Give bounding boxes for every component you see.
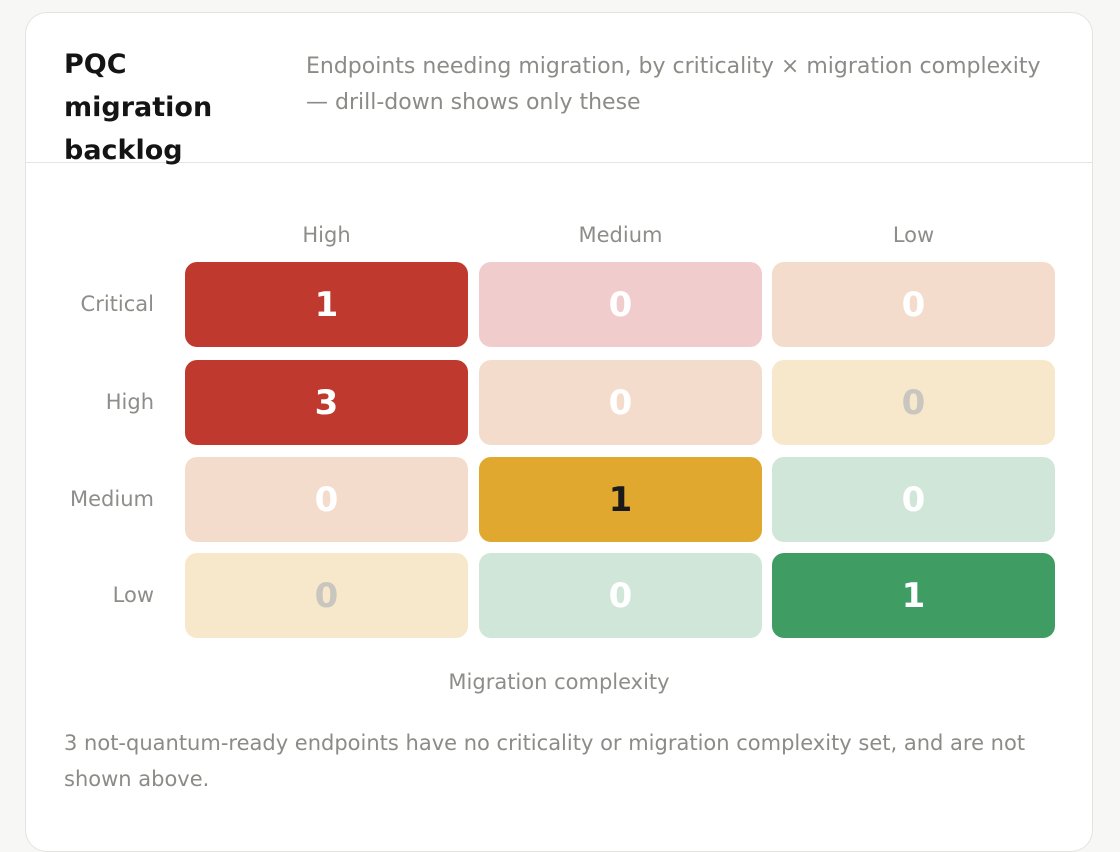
x-axis-label: Migration complexity [448,670,670,694]
column-header-low: Low [892,223,935,247]
row-header-high: High [105,390,154,414]
cell-medium-low[interactable]: 0 [772,457,1055,542]
cell-high-low[interactable]: 0 [772,360,1055,445]
column-header-high: High [302,223,351,247]
cell-high-high[interactable]: 3 [185,360,468,445]
cell-low-low[interactable]: 1 [772,553,1055,638]
row-header-low: Low [112,583,154,607]
cell-high-medium[interactable]: 0 [479,360,762,445]
card-header: PQC migration backlog Endpoints needing … [26,13,1092,166]
cell-critical-medium[interactable]: 0 [479,262,762,347]
cell-low-medium[interactable]: 0 [479,553,762,638]
card-title: PQC migration backlog [64,49,213,166]
cell-medium-high[interactable]: 0 [185,457,468,542]
cell-low-high[interactable]: 0 [185,553,468,638]
row-header-critical: Critical [80,292,154,316]
cell-medium-medium[interactable]: 1 [479,457,762,542]
pqc-backlog-card: PQC migration backlog Endpoints needing … [25,12,1093,852]
footnote: 3 not-quantum-ready endpoints have no cr… [64,731,1026,791]
column-header-medium: Medium [578,223,663,247]
row-header-medium: Medium [70,487,154,511]
cell-critical-low[interactable]: 0 [772,262,1055,347]
cell-critical-high[interactable]: 1 [185,262,468,347]
card-subtitle: Endpoints needing migration, by critical… [306,54,1041,115]
